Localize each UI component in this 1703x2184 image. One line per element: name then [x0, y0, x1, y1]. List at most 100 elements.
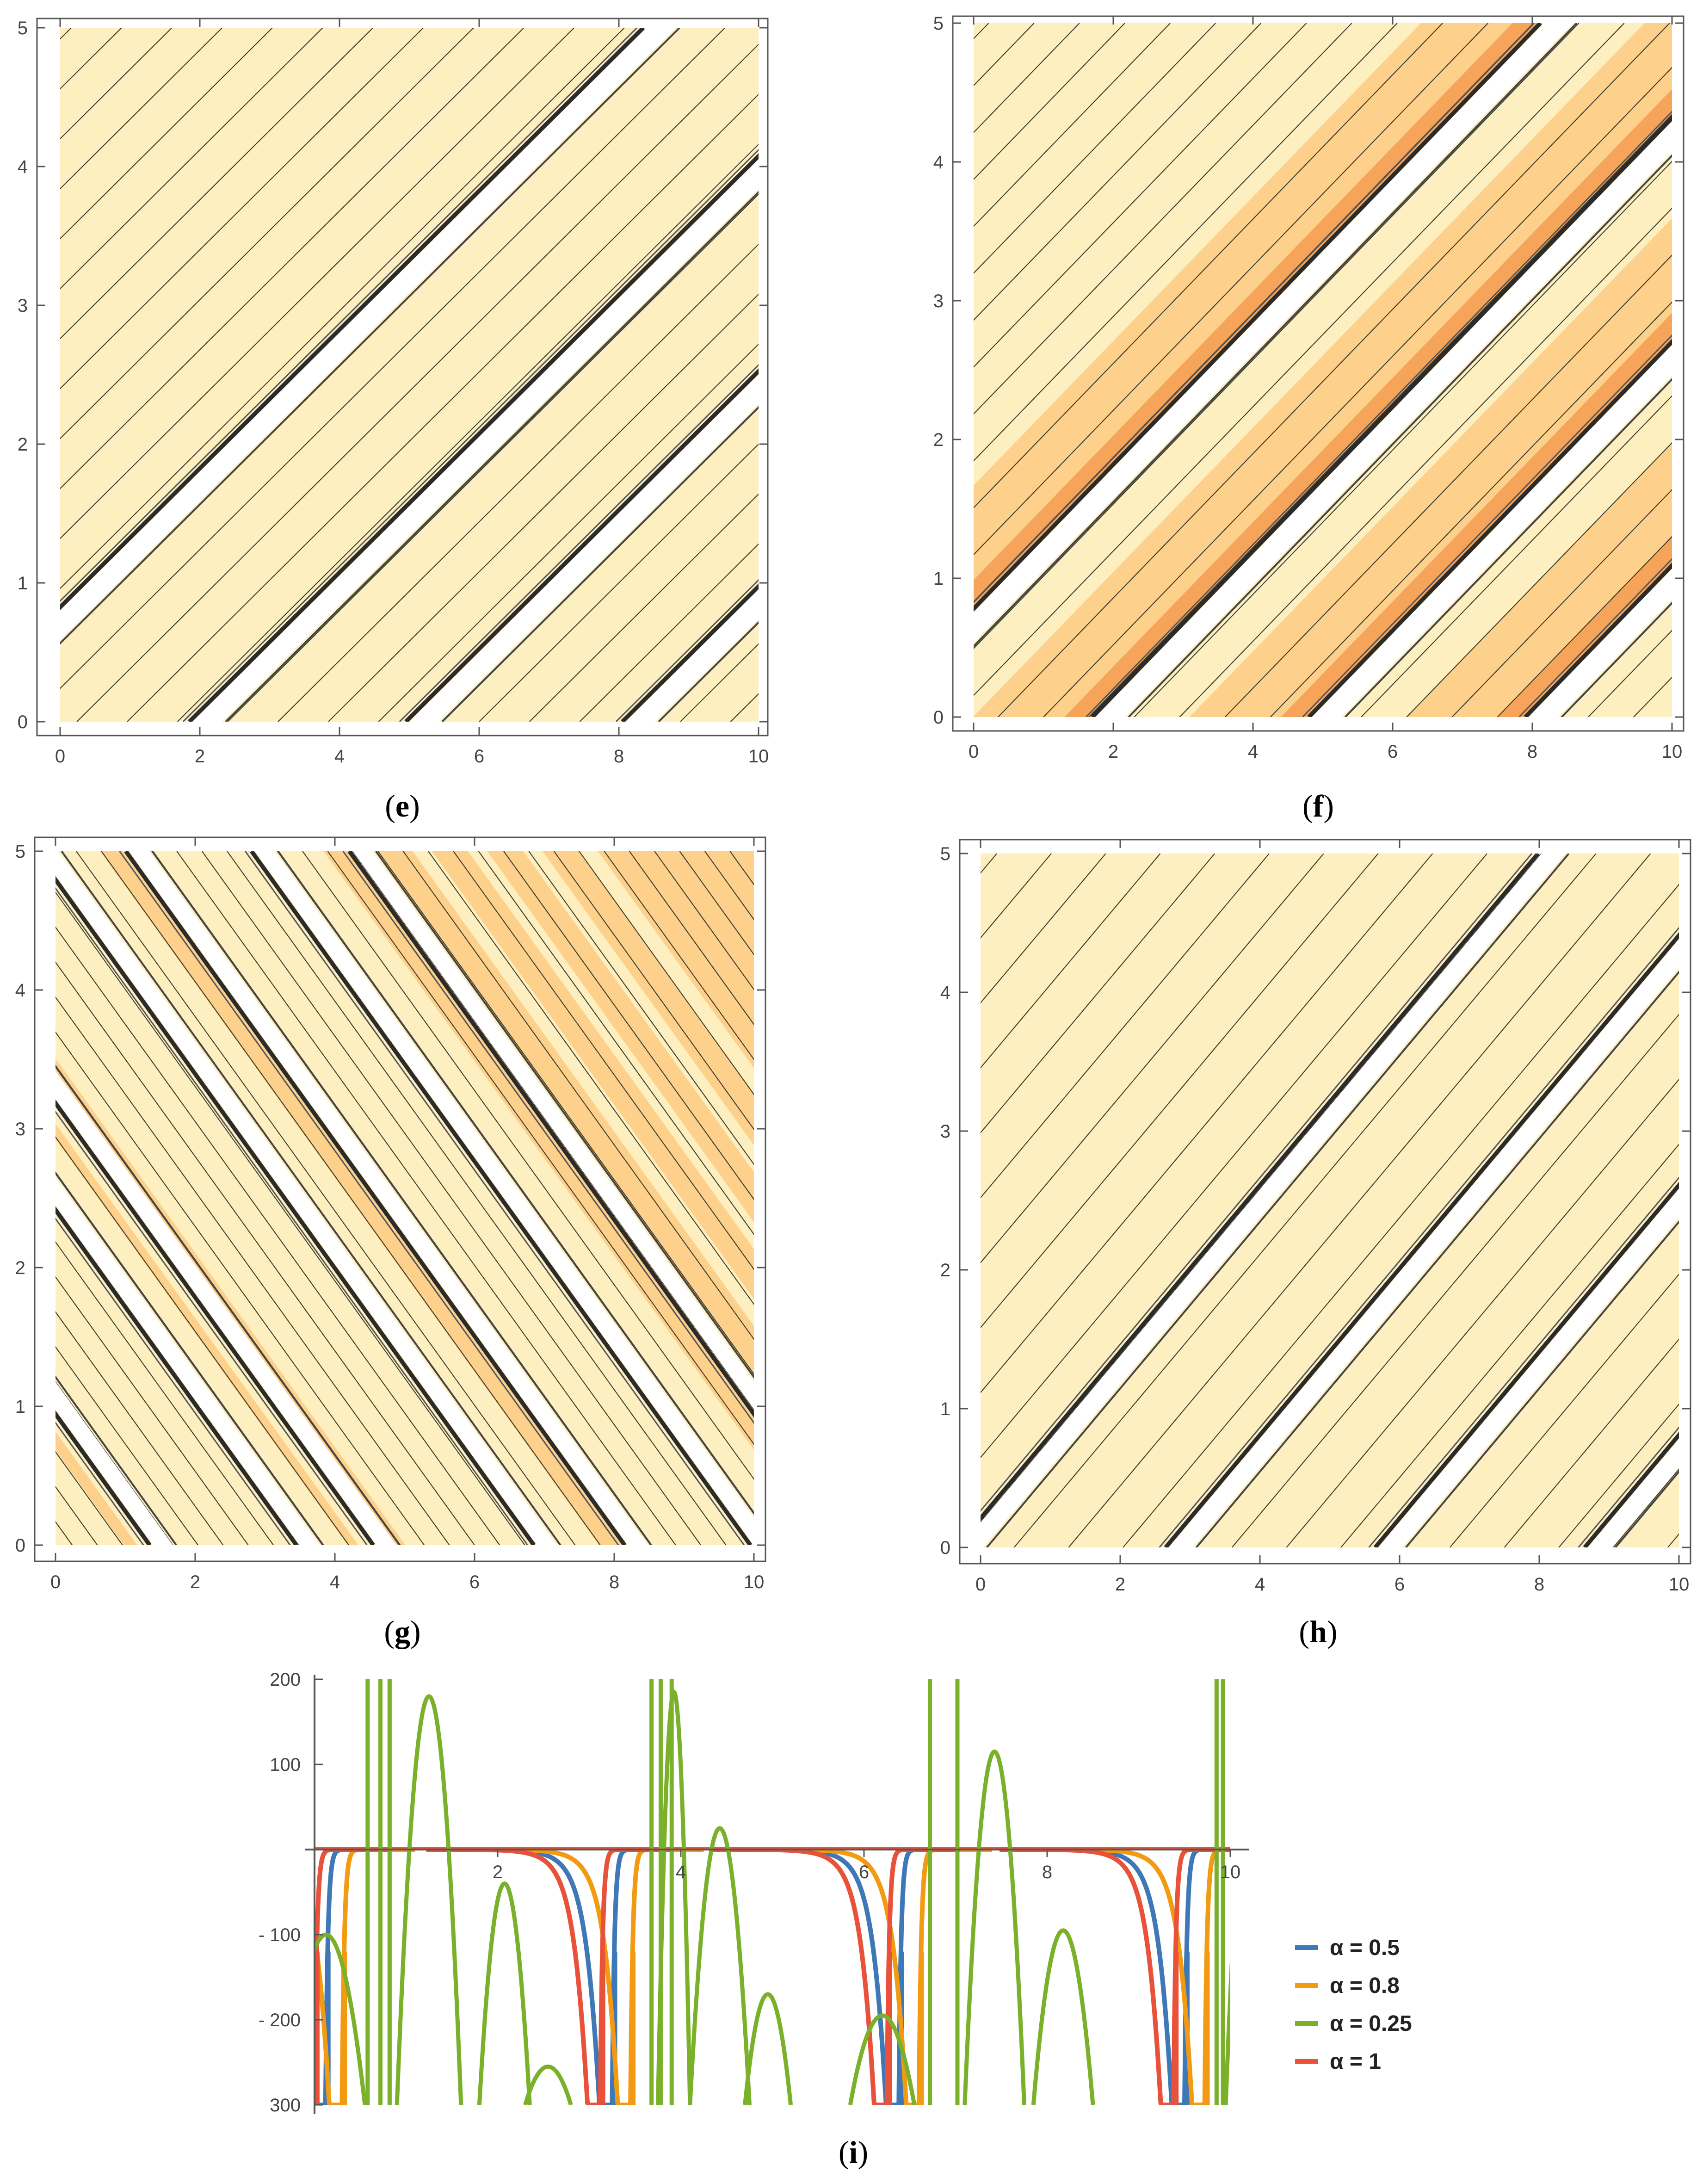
x-tick-label-h-4: 8 [1534, 1574, 1544, 1595]
contour-line-f-24 [1224, 254, 1672, 717]
contour-line-e-22 [328, 293, 759, 722]
contour-line-g-72 [528, 851, 754, 1165]
y-tick-label-e-0: 0 [18, 712, 28, 732]
panel-label-f: (f) [1302, 788, 1334, 823]
band-edge-e-0-b [60, 28, 638, 602]
white-band-g-0 [56, 1382, 173, 1545]
band-edge-g-1-c [56, 1171, 324, 1545]
band-edge-g-3-b [56, 887, 528, 1545]
white-band-f-1 [1096, 122, 1672, 717]
contour-line-f-34 [1679, 23, 1703, 717]
y-tick-label-h-3: 3 [940, 1121, 950, 1142]
panel-i: 2 4 6 8 10 200 100 - 100 - 200 300 α = 0.5 α = 0.8… [259, 1670, 1412, 2170]
legend-label-2: α = 0.25 [1330, 2011, 1412, 2036]
contour-line-h-26 [1558, 1403, 1679, 1547]
band-edge-e-2-c [441, 406, 759, 722]
white-band-g-6 [352, 851, 754, 1409]
band-edge-h-0-c [986, 854, 1570, 1547]
contour-line-f-15 [974, 23, 1488, 556]
band-edge-h-1-c [1196, 971, 1679, 1547]
white-band-g-3 [56, 851, 557, 1545]
band-edge-e-3-b [615, 579, 759, 722]
contour-line-f-13 [974, 23, 1398, 462]
y-tick-label-f-0: 0 [933, 707, 944, 728]
contour-line-e-10 [60, 28, 424, 390]
white-band-g-4 [129, 851, 648, 1545]
contour-line-h-20 [1231, 1014, 1679, 1547]
contour-line-h-13 [981, 854, 1433, 1393]
contour-line-h-10 [981, 854, 1270, 1199]
contour-line-g-70 [478, 851, 754, 1235]
band-edge-e-2-b [399, 364, 759, 722]
x-tick-label-h-0: 0 [975, 1574, 986, 1595]
i-y-tick-label-4: 300 [270, 2095, 301, 2116]
band-edge-g-2-b [56, 1110, 368, 1545]
band-edge-g-1-a [56, 1206, 298, 1545]
i-y-tick-label-2: - 100 [259, 1925, 301, 1945]
contour-line-h-16 [1013, 854, 1597, 1547]
x-tick-label-h-2: 4 [1255, 1574, 1265, 1595]
panel-label-i: (i) [839, 2135, 868, 2170]
contour-line-g-77 [654, 851, 754, 990]
light-strip-g-10 [56, 943, 488, 1545]
panel-f: 0 2 4 6 8 10 0 1 2 3 4 5 (f) [933, 13, 1703, 823]
panel-label-i-text: i [849, 2135, 858, 2170]
contour-line-f-29 [1451, 489, 1672, 717]
legend-label-1: α = 0.8 [1330, 1974, 1400, 1998]
band-edge-e-1-a [188, 153, 759, 722]
contour-line-f-9 [974, 23, 1216, 274]
i-x-tick-label-0: 2 [493, 1862, 503, 1882]
band-edge-e-0-a [60, 28, 645, 610]
stripe-band-f-3 [1406, 442, 1672, 717]
series-2-arch-6 [743, 1992, 793, 2105]
panel-label-f-text: f [1313, 788, 1324, 823]
contour-line-g-32 [0, 851, 22, 1545]
x-tick-label-e-1: 2 [195, 746, 205, 767]
series-2-arch-7 [848, 2013, 917, 2105]
x-tick-label-e-4: 8 [614, 746, 624, 767]
legend-label-3: α = 1 [1330, 2049, 1381, 2074]
y-tick-label-g-3: 3 [15, 1119, 25, 1139]
band-edge-g-6-a [347, 851, 754, 1418]
y-tick-label-f-4: 4 [933, 152, 944, 173]
contour-line-h-9 [981, 854, 1216, 1134]
panel-label-e: (e) [385, 788, 420, 823]
y-tick-label-g-4: 4 [15, 980, 25, 1001]
contour-line-g-55 [101, 851, 601, 1545]
x-tick-label-e-2: 4 [334, 746, 345, 767]
band-edge-g-4-c [151, 851, 652, 1545]
contour-line-e-23 [378, 343, 759, 722]
light-strip-g-3 [56, 1481, 101, 1545]
light-strip-g-14 [191, 851, 710, 1545]
i-x-tick-label-4: 10 [1220, 1862, 1241, 1882]
band-edge-g-4-b [119, 851, 619, 1545]
contour-line-f-30 [1497, 536, 1672, 717]
panel-label-e-text: e [395, 788, 409, 823]
contour-line-g-69 [453, 851, 754, 1270]
y-tick-label-h-1: 1 [940, 1399, 950, 1419]
contour-line-h-8 [981, 854, 1161, 1069]
contour-line-g-75 [604, 851, 754, 1060]
panel-e-plot [60, 28, 759, 722]
light-strip-g-18 [413, 851, 754, 1326]
contour-line-g-48 [56, 1031, 425, 1545]
x-tick-label-h-5: 10 [1669, 1574, 1690, 1595]
band-edge-g-6-b [342, 851, 754, 1424]
contour-line-h-14 [981, 854, 1488, 1459]
contour-line-e-11 [60, 28, 474, 439]
contour-line-g-39 [56, 1346, 198, 1545]
panel-i-legend: α = 0.5 α = 0.8 α = 0.25 α = 1 [1295, 1936, 1412, 2074]
x-tick-label-g-1: 2 [190, 1572, 200, 1592]
contour-line-e-7 [60, 28, 273, 240]
white-band-e-1 [192, 160, 759, 722]
series-2-arch-2 [477, 1881, 532, 2105]
x-tick-label-f-4: 8 [1527, 742, 1537, 762]
x-tick-label-g-4: 8 [609, 1572, 619, 1592]
band-edge-g-5-c [277, 851, 754, 1515]
stripe-band-g-6 [221, 851, 754, 1545]
y-tick-label-e-2: 2 [18, 434, 28, 455]
series-2-arch-5 [688, 1826, 752, 2105]
y-tick-label-f-5: 5 [933, 13, 944, 34]
band-edge-h-2-c [1405, 1220, 1679, 1547]
y-tick-label-h-2: 2 [940, 1260, 950, 1281]
